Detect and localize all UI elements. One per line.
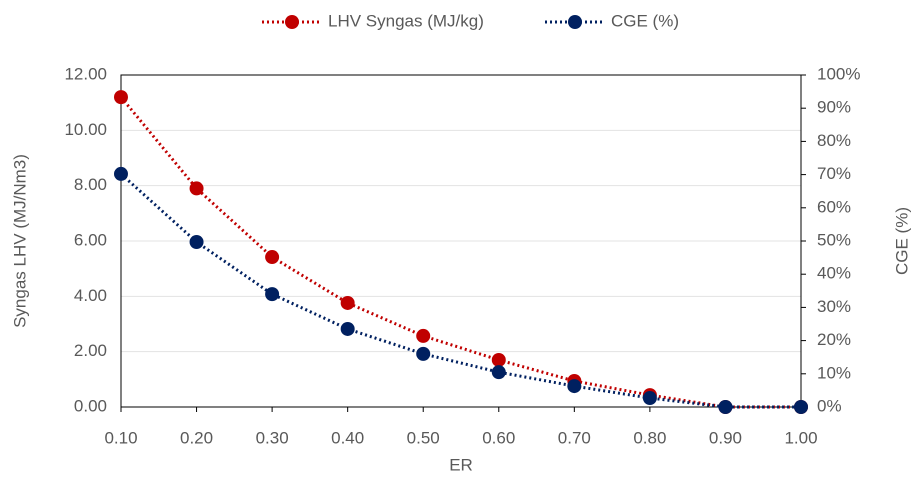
legend-label: CGE (%) — [611, 11, 679, 30]
data-point — [340, 295, 355, 310]
data-point — [189, 234, 204, 249]
data-point — [114, 90, 128, 105]
y-tick-label: 6.00 — [74, 230, 107, 249]
y2-tick-label: 20% — [817, 330, 851, 349]
y2-tick-label: 40% — [817, 264, 851, 283]
x-tick-label: 0.50 — [407, 428, 440, 447]
y2-tick-label: 60% — [817, 197, 851, 216]
data-point — [642, 391, 657, 406]
x-tick-label: 0.10 — [104, 428, 137, 447]
x-tick-label: 0.30 — [256, 428, 289, 447]
y-tick-label: 10.00 — [64, 120, 107, 139]
series-line — [119, 172, 801, 409]
y2-tick-label: 80% — [817, 131, 851, 150]
legend-marker — [568, 15, 582, 29]
y2-tick-label: 90% — [817, 98, 851, 117]
y2-tick-label: 100% — [817, 64, 860, 83]
data-point — [265, 287, 280, 302]
data-point — [491, 365, 506, 380]
y2-tick-label: 50% — [817, 230, 851, 249]
data-point — [340, 321, 355, 336]
x-tick-label: 0.40 — [331, 428, 364, 447]
data-point — [189, 181, 204, 196]
legend-marker — [285, 15, 299, 29]
y2-tick-label: 30% — [817, 297, 851, 316]
series-line — [119, 96, 801, 409]
data-point — [718, 400, 733, 414]
x-tick-label: 0.20 — [180, 428, 213, 447]
y-tick-label: 0.00 — [74, 396, 107, 415]
x-tick-label: 0.60 — [482, 428, 515, 447]
x-tick-label: 0.80 — [633, 428, 666, 447]
x-tick-label: 1.00 — [784, 428, 817, 447]
data-point — [416, 346, 431, 361]
data-point — [491, 352, 506, 367]
y2-axis-title: CGE (%) — [892, 207, 911, 275]
legend-label: LHV Syngas (MJ/kg) — [328, 11, 484, 30]
data-point — [265, 250, 280, 265]
x-tick-label: 0.70 — [558, 428, 591, 447]
y-tick-label: 4.00 — [74, 286, 107, 305]
x-axis-title: ER — [449, 455, 473, 474]
data-point — [567, 379, 582, 394]
y-tick-label: 8.00 — [74, 175, 107, 194]
y-axis-title: Syngas LHV (MJ/Nm3) — [10, 154, 29, 328]
y2-tick-label: 0% — [817, 396, 842, 415]
y2-tick-label: 70% — [817, 164, 851, 183]
data-point — [794, 400, 808, 414]
y2-tick-label: 10% — [817, 363, 851, 382]
data-point — [416, 328, 431, 343]
x-tick-label: 0.90 — [709, 428, 742, 447]
data-point — [114, 166, 128, 181]
y-tick-label: 2.00 — [74, 341, 107, 360]
y-tick-label: 12.00 — [64, 64, 107, 83]
plot-frame — [120, 74, 802, 408]
